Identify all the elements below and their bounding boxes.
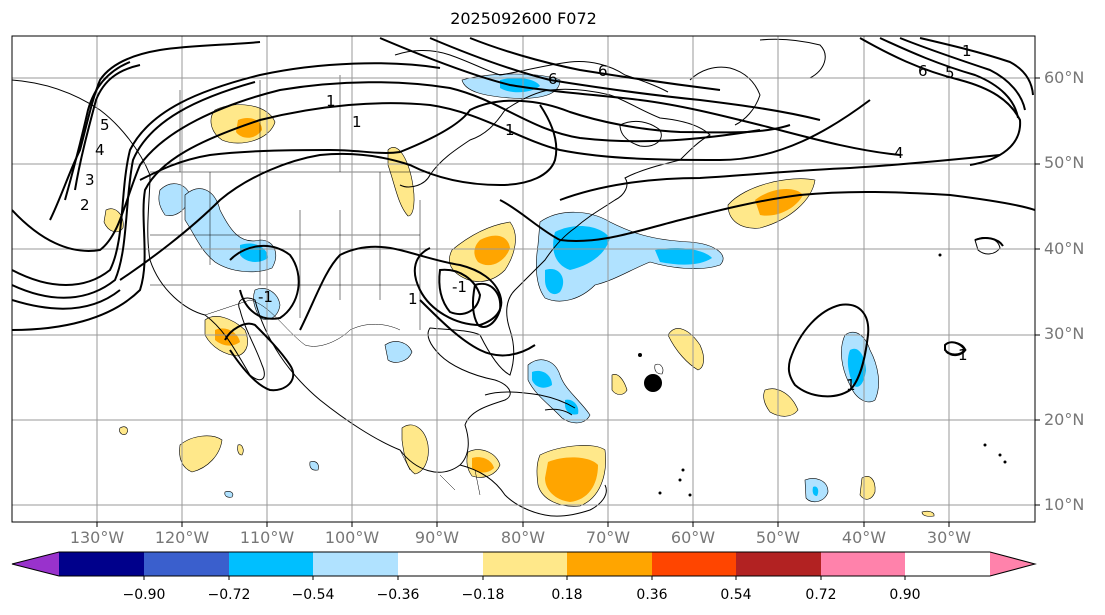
graticule [12, 36, 1035, 522]
contour-label-group: 6 6 6 5 4 1 1 1 1 2 3 4 5 -1 -1 1 1 1 [80, 42, 972, 394]
colorbar-segment [59, 552, 144, 576]
contour-label: -1 [258, 288, 273, 306]
colorbar [11, 551, 1037, 580]
colorbar-segment [313, 552, 398, 576]
contour-label: 6 [548, 70, 558, 88]
contour-label: 1 [958, 346, 968, 364]
colorbar-outline [11, 551, 1037, 577]
coastlines [12, 38, 1001, 517]
contour-label: 1 [352, 113, 362, 131]
colorbar-tick-label: 0.54 [720, 587, 752, 603]
colorbar-segment [567, 552, 652, 576]
contour-label: 5 [945, 64, 955, 82]
lon-label: 90°W [414, 528, 460, 547]
lon-label: 30°W [926, 528, 972, 547]
colorbar-segment [144, 552, 229, 576]
contour-label: 1 [505, 121, 515, 139]
contour-label: -1 [452, 278, 467, 296]
colorbar-extend-low [12, 552, 59, 576]
colorbar-segment [483, 552, 567, 576]
colorbar-tick-label: 0.18 [551, 587, 583, 603]
lon-label: 100°W [324, 528, 380, 547]
lon-label: 60°W [670, 528, 716, 547]
country-state-borders [150, 75, 481, 496]
contour-label: 5 [100, 116, 110, 134]
colorbar-tick-label: −0.72 [207, 587, 251, 603]
contour-label: 6 [918, 62, 928, 80]
lon-label: 40°W [841, 528, 887, 547]
colorbar-ticks [143, 576, 906, 580]
colorbar-tick-label: −0.36 [376, 587, 420, 603]
colorbar-segment [229, 552, 313, 576]
negative-anomaly-shading [158, 73, 879, 503]
contour-label: 3 [85, 171, 95, 189]
contour-label: 1 [326, 92, 336, 110]
lat-label: 20°N [1044, 410, 1085, 429]
colorbar-segment [398, 552, 483, 576]
contour-label: 1 [846, 376, 856, 394]
lat-label: 40°N [1044, 239, 1085, 258]
lon-label: 50°W [755, 528, 801, 547]
map-title: 2025092600 F072 [450, 9, 597, 28]
lon-label: 120°W [154, 528, 210, 547]
contour-label: 1 [408, 290, 418, 308]
lon-label: 130°W [69, 528, 125, 547]
contour-label: 2 [80, 196, 90, 214]
contour-label: 1 [962, 42, 972, 60]
colorbar-tick-label: −0.54 [291, 587, 335, 603]
lat-label: 50°N [1044, 153, 1085, 172]
colorbar-tick-label: 0.36 [636, 587, 668, 603]
lat-label: 30°N [1044, 324, 1085, 343]
contour-label: 4 [894, 144, 904, 162]
storm-position-dot [644, 374, 662, 392]
colorbar-segment [736, 552, 821, 576]
colorbar-segment [652, 552, 736, 576]
contour-label: 4 [95, 141, 105, 159]
colorbar-extend-high [990, 552, 1035, 576]
lon-label: 80°W [500, 528, 546, 547]
lat-label: 60°N [1044, 68, 1085, 87]
positive-anomaly-shading [103, 104, 935, 517]
contour-label: 6 [598, 62, 608, 80]
colorbar-tick-label: 0.90 [889, 587, 921, 603]
lon-label: 70°W [585, 528, 631, 547]
lon-label: 110°W [239, 528, 295, 547]
colorbar-tick-label: −0.90 [122, 587, 166, 603]
colorbar-segment [905, 552, 990, 576]
colorbar-tick-label: −0.18 [461, 587, 505, 603]
colorbar-tick-label: 0.72 [805, 587, 837, 603]
lat-label: 10°N [1044, 495, 1085, 514]
colorbar-segment [821, 552, 905, 576]
contour-lines [12, 37, 1035, 398]
map-panel: 6 6 6 5 4 1 1 1 1 2 3 4 5 -1 -1 1 1 1 [11, 35, 1040, 527]
island-dots [638, 253, 1007, 497]
axis-ticks [96, 77, 1040, 527]
